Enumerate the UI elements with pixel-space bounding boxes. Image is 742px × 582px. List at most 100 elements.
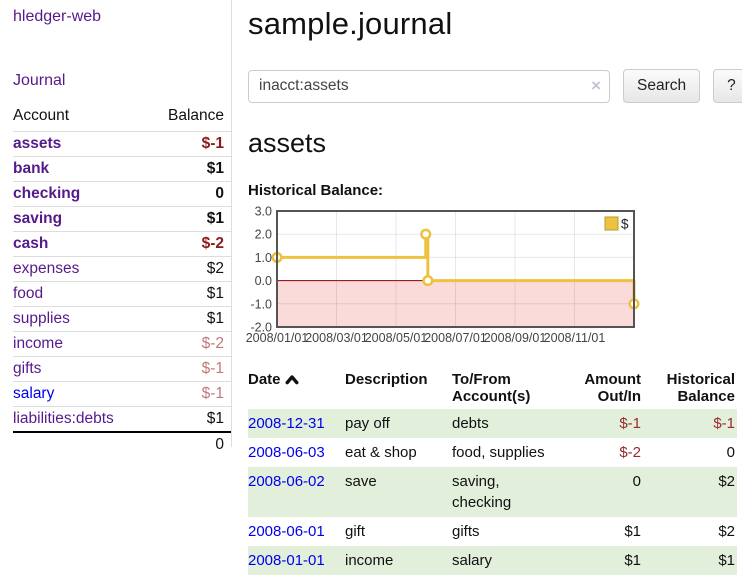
- transaction-description: eat & shop: [345, 444, 417, 461]
- register-header-balance: Historical Balance: [666, 371, 735, 405]
- data-point-marker: [422, 275, 434, 287]
- search-input-wrap: ×: [248, 69, 610, 103]
- transaction-balance: $2: [718, 473, 735, 490]
- app-title-link[interactable]: hledger-web: [13, 8, 102, 25]
- main-content: sample.journal × Search ? assets Histori…: [232, 0, 742, 575]
- transaction-description: pay off: [345, 415, 390, 432]
- transaction-accounts: salary: [452, 552, 493, 569]
- transaction-accounts: saving, checking: [452, 473, 512, 511]
- register-header-accounts: To/From Account(s): [452, 371, 531, 405]
- x-tick-label: 2008/09/01: [484, 331, 547, 345]
- register-header-row: Date Description To/From Account(s) Amou…: [248, 369, 737, 409]
- transaction-accounts: food, supplies: [452, 444, 545, 461]
- register-header-date-label: Date: [248, 371, 281, 388]
- transaction-amount: $1: [624, 552, 641, 569]
- account-row: assets $-1: [13, 131, 231, 157]
- help-button[interactable]: ?: [713, 69, 742, 103]
- legend-label: $: [621, 217, 629, 232]
- transaction-balance: $2: [718, 523, 735, 540]
- account-row: liabilities:debts $1: [13, 406, 231, 432]
- account-row: checking 0: [13, 181, 231, 207]
- y-tick-label: -2.0: [250, 321, 272, 335]
- y-tick-label: 2.0: [255, 228, 272, 242]
- search-button[interactable]: Search: [623, 69, 701, 103]
- account-row: bank $1: [13, 156, 231, 182]
- account-row: gifts $-1: [13, 356, 231, 382]
- data-point-marker: [420, 228, 432, 240]
- account-row: food $1: [13, 281, 231, 307]
- transaction-date-link[interactable]: 2008-12-31: [248, 415, 325, 432]
- account-balance: $1: [147, 406, 231, 432]
- account-balance: $2: [147, 256, 231, 282]
- transaction-balance: $1: [718, 552, 735, 569]
- account-row: cash $-2: [13, 231, 231, 257]
- transaction-date-link[interactable]: 2008-06-02: [248, 473, 325, 490]
- account-link-gifts[interactable]: gifts: [13, 360, 42, 377]
- accounts-total-value: 0: [147, 431, 231, 457]
- accounts-header-balance: Balance: [167, 107, 224, 124]
- account-balance: $1: [147, 281, 231, 307]
- legend-swatch: [604, 216, 619, 231]
- account-balance: $-2: [147, 331, 231, 357]
- accounts-list: assets $-1 bank $1 checking 0 saving $1 cash $-2 e…: [13, 131, 231, 432]
- sidebar-item-journal[interactable]: Journal: [13, 72, 66, 89]
- account-link-checking[interactable]: checking: [13, 185, 81, 202]
- account-link-cash[interactable]: cash: [13, 235, 49, 252]
- accounts-table: Account Balance assets $-1 bank $1 checking 0…: [13, 105, 231, 457]
- account-link-income[interactable]: income: [13, 335, 63, 352]
- register-header-description: Description: [345, 371, 428, 388]
- register-header-date[interactable]: Date: [248, 369, 345, 409]
- sort-ascending-icon: [285, 375, 299, 385]
- y-tick-label: 3.0: [255, 205, 272, 219]
- transaction-accounts: gifts: [452, 523, 480, 540]
- transaction-balance: $-1: [713, 415, 735, 432]
- transaction-amount: 0: [632, 473, 641, 490]
- transaction-row: 2008-06-01 gift gifts $1 $2: [248, 517, 737, 546]
- account-link-liabilities-debts[interactable]: liabilities:debts: [13, 410, 114, 427]
- x-tick-label: 2008/01/01: [246, 331, 309, 345]
- search-input[interactable]: [248, 69, 610, 103]
- search-form: × Search ?: [248, 69, 742, 103]
- y-tick-label: -1.0: [250, 297, 272, 311]
- transaction-date-link[interactable]: 2008-06-03: [248, 444, 325, 461]
- transaction-amount: $1: [624, 523, 641, 540]
- page-title: sample.journal: [248, 6, 453, 41]
- balance-chart: $3.0 2.0 1.0 0.0 -1.0 -2.02008/01/012008/03/0…: [246, 205, 640, 345]
- transaction-row: 2008-06-03 eat & shop food, supplies $-2 0: [248, 438, 737, 467]
- account-row: expenses $2: [13, 256, 231, 282]
- account-balance: $1: [147, 306, 231, 332]
- account-heading: assets: [248, 128, 327, 158]
- transaction-description: income: [345, 552, 394, 569]
- x-tick-label: 2008/07/01: [424, 331, 487, 345]
- account-link-food[interactable]: food: [13, 285, 44, 302]
- accounts-header-account: Account: [13, 107, 70, 124]
- account-link-bank[interactable]: bank: [13, 160, 50, 177]
- transaction-accounts: debts: [452, 415, 489, 432]
- account-balance: $1: [147, 156, 231, 182]
- account-link-salary[interactable]: salary: [13, 385, 55, 402]
- y-tick-label: 0.0: [255, 274, 272, 288]
- register-header-amount: Amount Out/In: [584, 371, 641, 405]
- transaction-row: 2008-06-02 save saving, checking 0 $2: [248, 467, 737, 517]
- transaction-description: gift: [345, 523, 366, 540]
- chart-border: [276, 210, 635, 328]
- account-row: supplies $1: [13, 306, 231, 332]
- sidebar: hledger-web Journal Account Balance asse…: [0, 0, 232, 457]
- clear-search-icon[interactable]: ×: [591, 75, 601, 95]
- x-tick-label: 2008/03/01: [305, 331, 368, 345]
- account-row: salary $-1: [13, 381, 231, 407]
- account-link-expenses[interactable]: expenses: [13, 260, 80, 277]
- account-link-saving[interactable]: saving: [13, 210, 63, 227]
- account-row: income $-2: [13, 331, 231, 357]
- account-link-supplies[interactable]: supplies: [13, 310, 70, 327]
- register-table: Date Description To/From Account(s) Amou…: [248, 369, 737, 575]
- transaction-date-link[interactable]: 2008-01-01: [248, 552, 325, 569]
- account-balance: 0: [147, 181, 231, 207]
- transaction-balance: 0: [726, 444, 735, 461]
- transaction-date-link[interactable]: 2008-06-01: [248, 523, 325, 540]
- account-balance: $-1: [147, 131, 231, 157]
- account-row: saving $1: [13, 206, 231, 232]
- register-rows: 2008-12-31 pay off debts $-1 $-1 2008-06-03 ea…: [248, 409, 737, 575]
- transaction-row: 2008-01-01 income salary $1 $1: [248, 546, 737, 575]
- account-link-assets[interactable]: assets: [13, 135, 62, 152]
